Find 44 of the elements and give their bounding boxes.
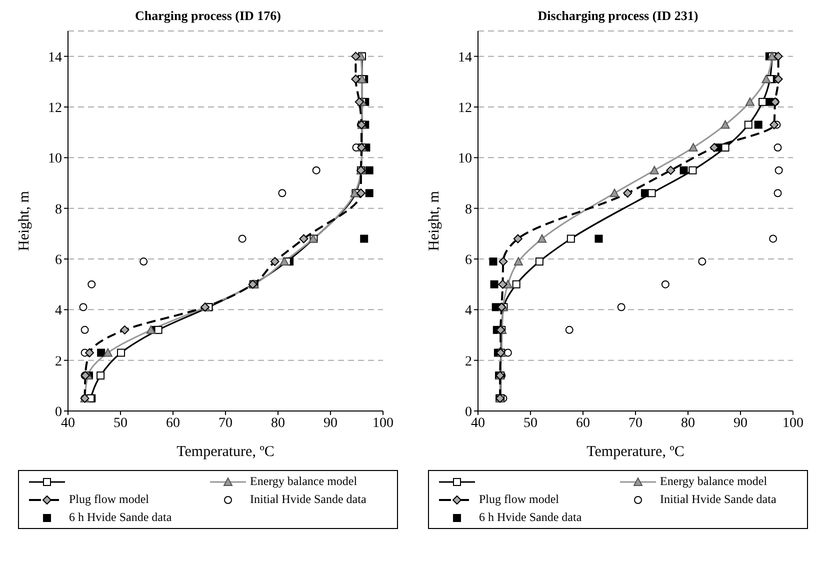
x-tick-label: 50 (114, 416, 128, 431)
x-tick-label: 50 (524, 416, 538, 431)
chart-title: Charging process (ID 176) (134, 8, 282, 25)
y-tick-label: 8 (55, 202, 62, 218)
y-tick-label: 12 (458, 100, 472, 116)
x-axis-title: Temperature, ºC (176, 444, 274, 460)
y-tick-label: 4 (55, 304, 62, 319)
x-tick-label: 80 (271, 416, 285, 431)
legend-label: Initial Hvide Sande data (660, 492, 776, 507)
x-tick-label: 40 (471, 416, 485, 431)
legend-label: 6 h Hvide Sande data (69, 510, 172, 525)
legend-label: Plug flow model (479, 492, 559, 507)
x-tick-label: 100 (782, 416, 804, 431)
y-tick-label: 10 (48, 152, 62, 167)
y-tick-label: 4 (465, 304, 472, 319)
y-tick-label: 2 (55, 354, 62, 370)
x-axis-title: Temperature, ºC (586, 444, 684, 460)
x-tick-label: 70 (218, 416, 232, 431)
y-tick-label: 2 (465, 354, 472, 370)
y-axis-title: Height, m (16, 190, 32, 251)
y-tick-label: 14 (458, 50, 472, 66)
chart-title: Discharging process (ID 231) (536, 8, 700, 25)
y-tick-label: 14 (48, 50, 62, 66)
legend-label: Plug flow model (69, 492, 149, 507)
x-tick-label: 80 (681, 416, 695, 431)
x-tick-label: 60 (166, 416, 180, 431)
y-tick-label: 0 (465, 404, 472, 420)
y-tick-label: 0 (55, 404, 62, 420)
x-tick-label: 70 (628, 416, 642, 431)
legend-label: Energy balance model (250, 474, 358, 489)
x-tick-label: 90 (324, 416, 338, 431)
y-tick-label: 10 (458, 152, 472, 167)
legend-label: Initial Hvide Sande data (250, 492, 366, 507)
x-tick-label: 100 (372, 416, 394, 431)
x-tick-label: 60 (576, 416, 590, 431)
y-axis-title: Height, m (426, 190, 442, 251)
x-tick-label: 40 (61, 416, 75, 431)
y-tick-label: 6 (55, 252, 62, 268)
y-tick-label: 6 (465, 252, 472, 268)
y-tick-label: 12 (48, 100, 62, 116)
x-tick-label: 90 (734, 416, 748, 431)
legend-label: 6 h Hvide Sande data (479, 510, 582, 525)
legend-label: Energy balance model (660, 474, 768, 489)
y-tick-label: 8 (465, 202, 472, 218)
